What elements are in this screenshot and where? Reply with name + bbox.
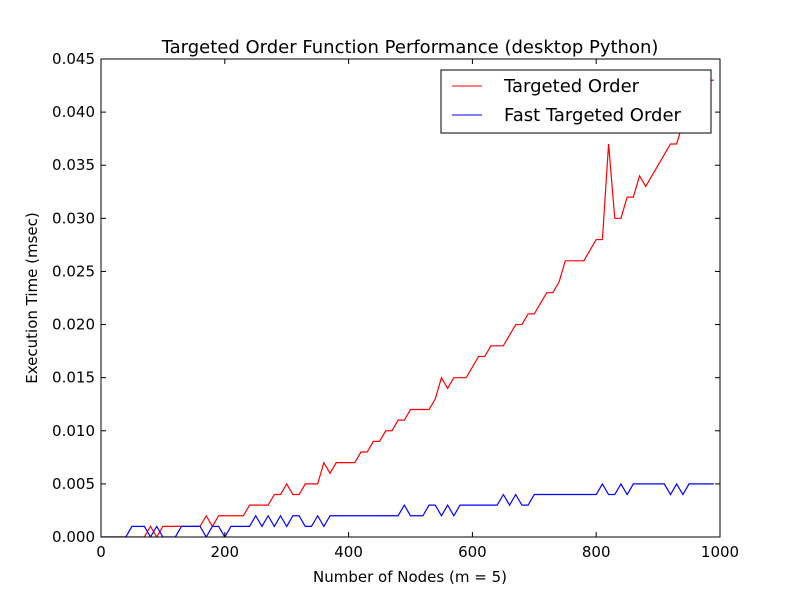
series-group <box>101 79 714 537</box>
legend-frame <box>440 69 712 134</box>
plot-area <box>100 58 721 538</box>
legend: Targeted Order Fast Targeted Order <box>440 69 712 134</box>
y-tick-label: 0.005 <box>52 475 95 493</box>
legend-label-targeted-order: Targeted Order <box>503 76 640 97</box>
x-tick-label: 1000 <box>701 543 739 561</box>
legend-label-fast-targeted-order: Fast Targeted Order <box>504 105 682 126</box>
series-line-fast-targeted-order <box>101 482 714 537</box>
chart-title: Targeted Order Function Performance (des… <box>161 37 659 58</box>
x-tick-label: 400 <box>334 543 363 561</box>
x-axis-title: Number of Nodes (m = 5) <box>313 568 507 586</box>
x-tick-label: 600 <box>458 543 487 561</box>
x-tick-label: 0 <box>96 543 106 561</box>
y-tick-label: 0.035 <box>52 156 95 174</box>
x-tick-label: 800 <box>582 543 611 561</box>
y-tick-label: 0.030 <box>52 209 95 227</box>
y-axis: 0.000 0.005 0.010 0.015 0.020 0.025 0.030 0.035… <box>52 50 720 546</box>
y-tick-label: 0.045 <box>52 50 95 68</box>
x-tick-label: 200 <box>210 543 239 561</box>
x-axis: 0 200 400 600 800 1000 <box>96 59 739 561</box>
y-tick-label: 0.040 <box>52 103 95 121</box>
y-tick-label: 0.010 <box>52 422 95 440</box>
y-tick-label: 0.025 <box>52 262 95 280</box>
y-tick-label: 0.015 <box>52 369 95 387</box>
y-axis-title: Execution Time (msec) <box>23 212 41 383</box>
y-tick-label: 0.000 <box>52 528 95 546</box>
y-tick-label: 0.020 <box>52 316 95 334</box>
series-line-targeted-order <box>101 79 714 537</box>
plot-frame <box>100 58 721 538</box>
